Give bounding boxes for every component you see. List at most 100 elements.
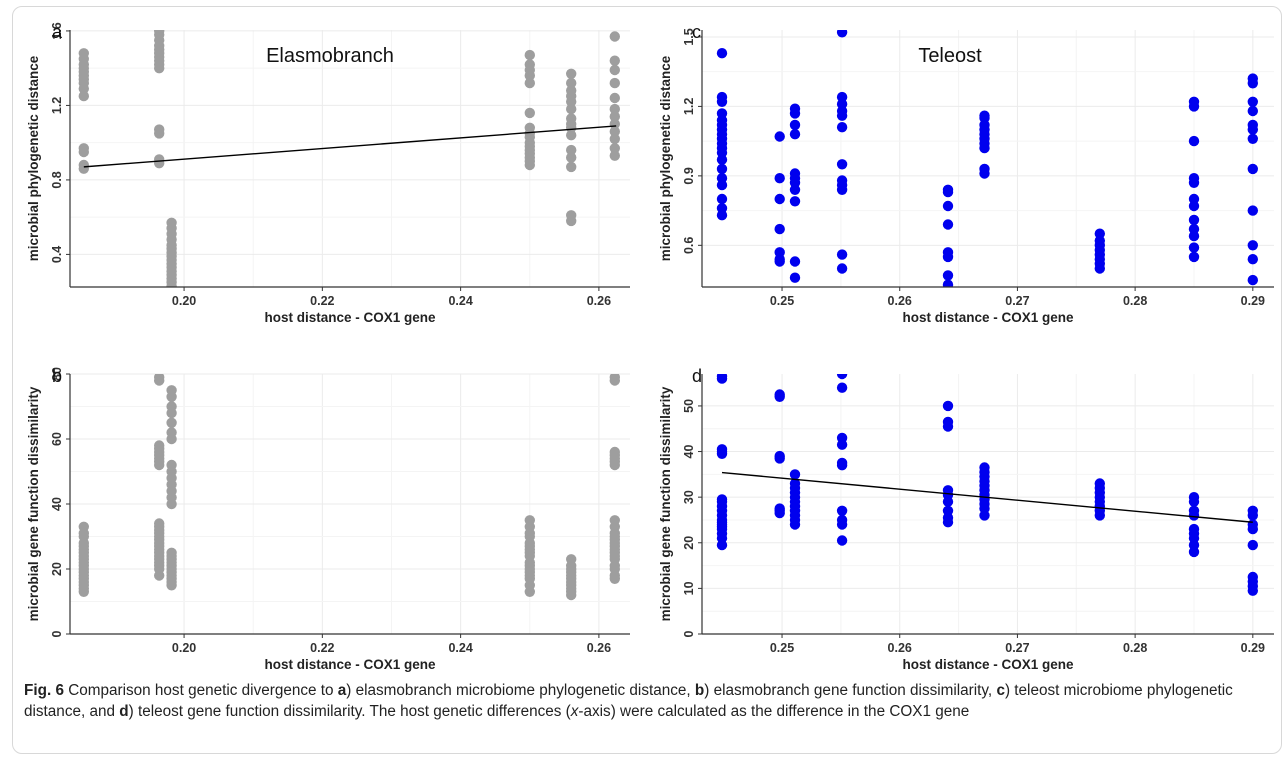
data-point xyxy=(1188,214,1200,226)
data-point xyxy=(774,131,785,142)
data-point xyxy=(774,507,785,519)
data-point xyxy=(609,150,620,161)
points-group xyxy=(716,374,1259,596)
data-point xyxy=(1094,510,1106,521)
data-point xyxy=(774,223,785,235)
data-point xyxy=(566,96,577,107)
data-point xyxy=(1247,240,1259,251)
panel-b: 0.20 0.22 0.24 0.26 0 20 40 60 80 host distance -… xyxy=(26,366,630,672)
x-tick-label: 0.26 xyxy=(587,641,611,655)
data-point xyxy=(154,128,165,139)
data-point xyxy=(789,196,801,207)
data-point xyxy=(836,382,848,393)
data-point xyxy=(1188,242,1200,253)
data-point xyxy=(942,200,954,212)
x-tick-label: 0.22 xyxy=(310,641,334,655)
data-point xyxy=(1247,510,1259,521)
data-point xyxy=(154,158,165,169)
data-point xyxy=(566,589,577,601)
data-point xyxy=(836,110,848,121)
y-tick-label: 50 xyxy=(682,399,696,413)
data-point xyxy=(789,272,801,283)
x-axis-label: host distance - COX1 gene xyxy=(264,657,436,672)
points-group xyxy=(716,30,1259,287)
y-tick-label: 1.2 xyxy=(50,97,64,114)
data-point xyxy=(789,119,801,131)
points-group xyxy=(78,30,620,287)
caption-part: ) teleost microbiome phylogenetic distan… xyxy=(24,682,1233,720)
data-point xyxy=(942,270,954,281)
data-point xyxy=(1247,585,1259,596)
data-point xyxy=(524,159,535,171)
y-tick-label: 0.9 xyxy=(682,167,696,184)
data-point xyxy=(836,460,848,471)
data-point xyxy=(524,77,535,89)
x-tick-label: 0.28 xyxy=(1123,641,1147,655)
data-point xyxy=(942,421,954,432)
data-point xyxy=(836,184,848,195)
data-point xyxy=(1188,251,1200,263)
data-point xyxy=(716,163,728,175)
data-point xyxy=(154,375,165,386)
panel-letter: d xyxy=(692,366,702,386)
data-point xyxy=(166,280,177,287)
data-point xyxy=(609,55,620,66)
y-tick-label: 0 xyxy=(50,630,64,637)
y-tick-label: 20 xyxy=(682,536,696,550)
caption-part: -axis) were calculated as the difference… xyxy=(578,703,970,720)
data-point xyxy=(566,152,577,163)
data-point xyxy=(566,161,577,173)
data-point xyxy=(524,49,535,61)
x-tick-label: 0.24 xyxy=(448,641,472,655)
data-point xyxy=(566,130,577,141)
data-point xyxy=(774,391,785,402)
caption-part: ) elasmobranch gene function dissimilari… xyxy=(704,682,997,699)
y-tick-label: 0.8 xyxy=(50,171,64,188)
x-tick-label: 0.28 xyxy=(1123,294,1147,308)
panel-letter: a xyxy=(52,22,63,42)
data-point xyxy=(1188,546,1200,558)
data-point xyxy=(836,30,848,38)
data-point xyxy=(1247,254,1259,265)
data-point xyxy=(78,146,90,158)
data-point xyxy=(609,143,620,154)
data-point xyxy=(836,159,848,170)
data-point xyxy=(78,90,90,102)
data-point xyxy=(166,417,177,428)
data-point xyxy=(609,77,620,89)
data-point xyxy=(942,517,954,528)
y-tick-label: 1.6 xyxy=(50,22,64,39)
data-point xyxy=(979,142,990,154)
caption-part: ) elasmobranch microbiome phylogenetic d… xyxy=(346,682,695,699)
data-point xyxy=(836,535,848,546)
data-point xyxy=(836,122,848,133)
y-tick-label: 30 xyxy=(682,490,696,504)
data-point xyxy=(566,77,577,89)
data-point xyxy=(1188,510,1200,521)
data-point xyxy=(154,62,165,74)
data-point xyxy=(166,580,177,591)
data-point xyxy=(78,83,90,94)
y-tick-label: 10 xyxy=(682,581,696,595)
y-tick-label: 40 xyxy=(682,445,696,459)
y-tick-label: 80 xyxy=(50,367,64,381)
data-point xyxy=(609,31,620,42)
data-point xyxy=(942,219,954,230)
data-point xyxy=(1247,133,1259,144)
caption-part: x xyxy=(570,703,579,720)
data-point xyxy=(524,107,535,119)
panel-letter: b xyxy=(52,366,62,386)
data-point xyxy=(1188,496,1200,507)
data-point xyxy=(1247,523,1259,535)
caption-body: Comparison host genetic divergence to a)… xyxy=(24,682,1233,720)
trend-line xyxy=(83,125,617,168)
data-point xyxy=(166,498,177,510)
data-point xyxy=(609,573,620,584)
data-point xyxy=(1247,205,1259,216)
data-point xyxy=(716,448,728,459)
data-point xyxy=(609,64,620,76)
x-axis-label: host distance - COX1 gene xyxy=(264,310,436,325)
x-tick-label: 0.26 xyxy=(888,641,912,655)
figure-svg: 0.20 0.22 0.24 0.26 0.4 0.8 1.2 1.6 host distanc… xyxy=(26,22,1274,672)
data-point xyxy=(566,103,577,115)
